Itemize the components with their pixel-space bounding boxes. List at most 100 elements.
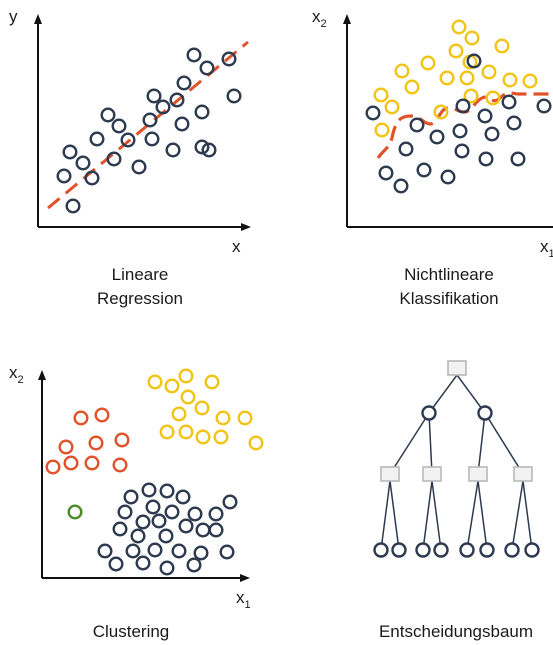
class-b-point — [416, 162, 432, 178]
cluster-orange-point — [58, 439, 74, 455]
class-a-point — [481, 64, 497, 80]
cluster-dark-point — [112, 521, 128, 537]
class-a-point — [522, 73, 538, 89]
cluster-dark-point — [164, 504, 180, 520]
tree-decision-node — [422, 466, 442, 482]
regression-point — [84, 170, 100, 186]
tree-leaf-node — [391, 542, 407, 558]
class-b-point — [429, 129, 445, 145]
regression-point — [194, 139, 210, 155]
class-b-point — [501, 94, 517, 110]
cluster-orange-point — [73, 410, 89, 426]
tree-edges — [380, 374, 533, 551]
cluster-yellow-point — [164, 378, 180, 394]
regression-point — [221, 51, 237, 67]
regression-point — [142, 112, 158, 128]
cluster-yellow-point — [178, 424, 194, 440]
cluster-yellow-point — [195, 429, 211, 445]
clustering-y-arrow — [38, 370, 46, 380]
class-a-point — [373, 87, 389, 103]
tree-leaf-node — [479, 542, 495, 558]
class-a-point — [394, 63, 410, 79]
tree-leaf-node — [433, 542, 449, 558]
cluster-dark-point — [193, 545, 209, 561]
tree-decision-node — [513, 466, 533, 482]
cluster-dark-point — [208, 506, 224, 522]
cluster-yellow-point — [248, 435, 264, 451]
tree-edge — [428, 412, 433, 475]
cluster-yellow-point — [204, 374, 220, 390]
class-a-point — [420, 55, 436, 71]
regression-y-label: y — [9, 7, 18, 26]
cluster-dark-point — [187, 506, 203, 522]
class-b-point — [510, 151, 526, 167]
regression-point — [144, 131, 160, 147]
cluster-dark-point — [141, 482, 157, 498]
tree-root-node — [447, 360, 467, 376]
cluster-dark-point — [158, 528, 174, 544]
class-a-point — [494, 38, 510, 54]
tree-split-node — [421, 405, 437, 421]
classification-panel: x2 x1 Nichtlineare Klassifikation — [312, 7, 553, 308]
cluster-yellow-point — [178, 368, 194, 384]
class-a-point — [439, 70, 455, 86]
class-a-point — [485, 90, 501, 106]
cluster-yellow-point — [194, 400, 210, 416]
regression-y-arrow — [34, 14, 42, 24]
regression-point — [186, 47, 202, 63]
class-b-point — [452, 123, 468, 139]
cluster-orange-point — [45, 459, 61, 475]
cluster-yellow-point — [159, 424, 175, 440]
cluster-dark-point — [159, 560, 175, 576]
cluster-orange-point — [94, 407, 110, 423]
class-b-point — [484, 126, 500, 142]
cluster-yellow-point — [147, 374, 163, 390]
cluster-dark-point — [222, 494, 238, 510]
clustering-points — [45, 368, 264, 576]
clustering-y-label: x2 — [9, 363, 24, 386]
tree-edge — [466, 480, 479, 551]
regression-point — [146, 88, 162, 104]
cluster-orange-point — [63, 455, 79, 471]
tree-leaf-node — [415, 542, 431, 558]
regression-points — [56, 47, 242, 214]
tree-edge — [456, 374, 486, 414]
regression-point — [165, 142, 181, 158]
decision-boundary — [376, 91, 553, 159]
cluster-dark-point — [123, 489, 139, 505]
clustering-x-label: x1 — [236, 588, 251, 611]
tree-panel: Entscheidungsbaum — [373, 360, 540, 641]
tree-edge — [428, 374, 458, 414]
cluster-dark-point — [135, 514, 151, 530]
tree-split-node — [477, 405, 493, 421]
class-b-point — [506, 115, 522, 131]
cluster-dark-point — [145, 499, 161, 515]
class-a-point — [448, 43, 464, 59]
class-b-point — [440, 169, 456, 185]
cluster-orange-point — [114, 432, 130, 448]
cluster-orange-point — [88, 435, 104, 451]
cluster-yellow-point — [180, 389, 196, 405]
tree-decision-node — [380, 466, 400, 482]
cluster-orange-point — [84, 455, 100, 471]
class-b-point — [409, 117, 425, 133]
tree-leaf-node — [373, 542, 389, 558]
cluster-dark-point — [208, 522, 224, 538]
cluster-dark-point — [151, 513, 167, 529]
tree-nodes — [373, 360, 540, 558]
classification-y-arrow — [343, 14, 351, 24]
cluster-dark-point — [125, 543, 141, 559]
tree-edge — [477, 412, 486, 475]
regression-point — [226, 88, 242, 104]
cluster-dark-point — [195, 522, 211, 538]
tree-edge — [511, 480, 524, 551]
clustering-caption: Clustering — [93, 622, 170, 641]
regression-point — [176, 75, 192, 91]
regression-point — [120, 132, 136, 148]
regression-caption-line1: Lineare — [112, 265, 169, 284]
cluster-yellow-point — [171, 406, 187, 422]
class-b-point — [455, 98, 471, 114]
class-b-point — [478, 151, 494, 167]
class-a-point — [374, 122, 390, 138]
cluster-dark-point — [186, 557, 202, 573]
